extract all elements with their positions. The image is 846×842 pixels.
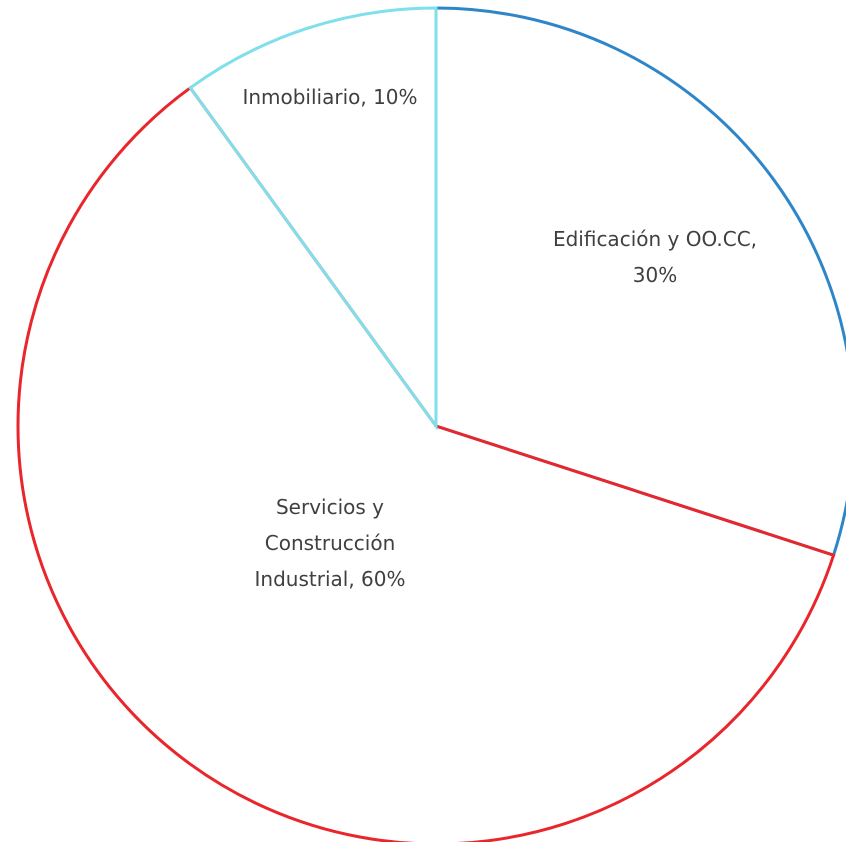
pie-slices bbox=[16, 6, 846, 842]
pie-slice bbox=[16, 85, 836, 842]
pie-slice bbox=[434, 6, 846, 558]
slice-label-line: Servicios y bbox=[276, 495, 384, 519]
slice-label-line: Construcción bbox=[265, 531, 396, 555]
slice-label-line: Inmobiliario, 10% bbox=[242, 85, 417, 109]
slice-label-line: Industrial, 60% bbox=[255, 567, 406, 591]
slice-label: Edificación y OO.CC, 30% bbox=[553, 227, 757, 287]
slice-label-line: 30% bbox=[633, 263, 677, 287]
slice-label: Inmobiliario, 10% bbox=[242, 85, 417, 109]
slice-label: Servicios y Construcción Industrial, 60% bbox=[255, 495, 406, 591]
slice-labels: Edificación y OO.CC, 30% Servicios y Constr… bbox=[242, 85, 757, 591]
pie-slice bbox=[188, 6, 438, 431]
slice-label-line: Edificación y OO.CC, bbox=[553, 227, 757, 251]
